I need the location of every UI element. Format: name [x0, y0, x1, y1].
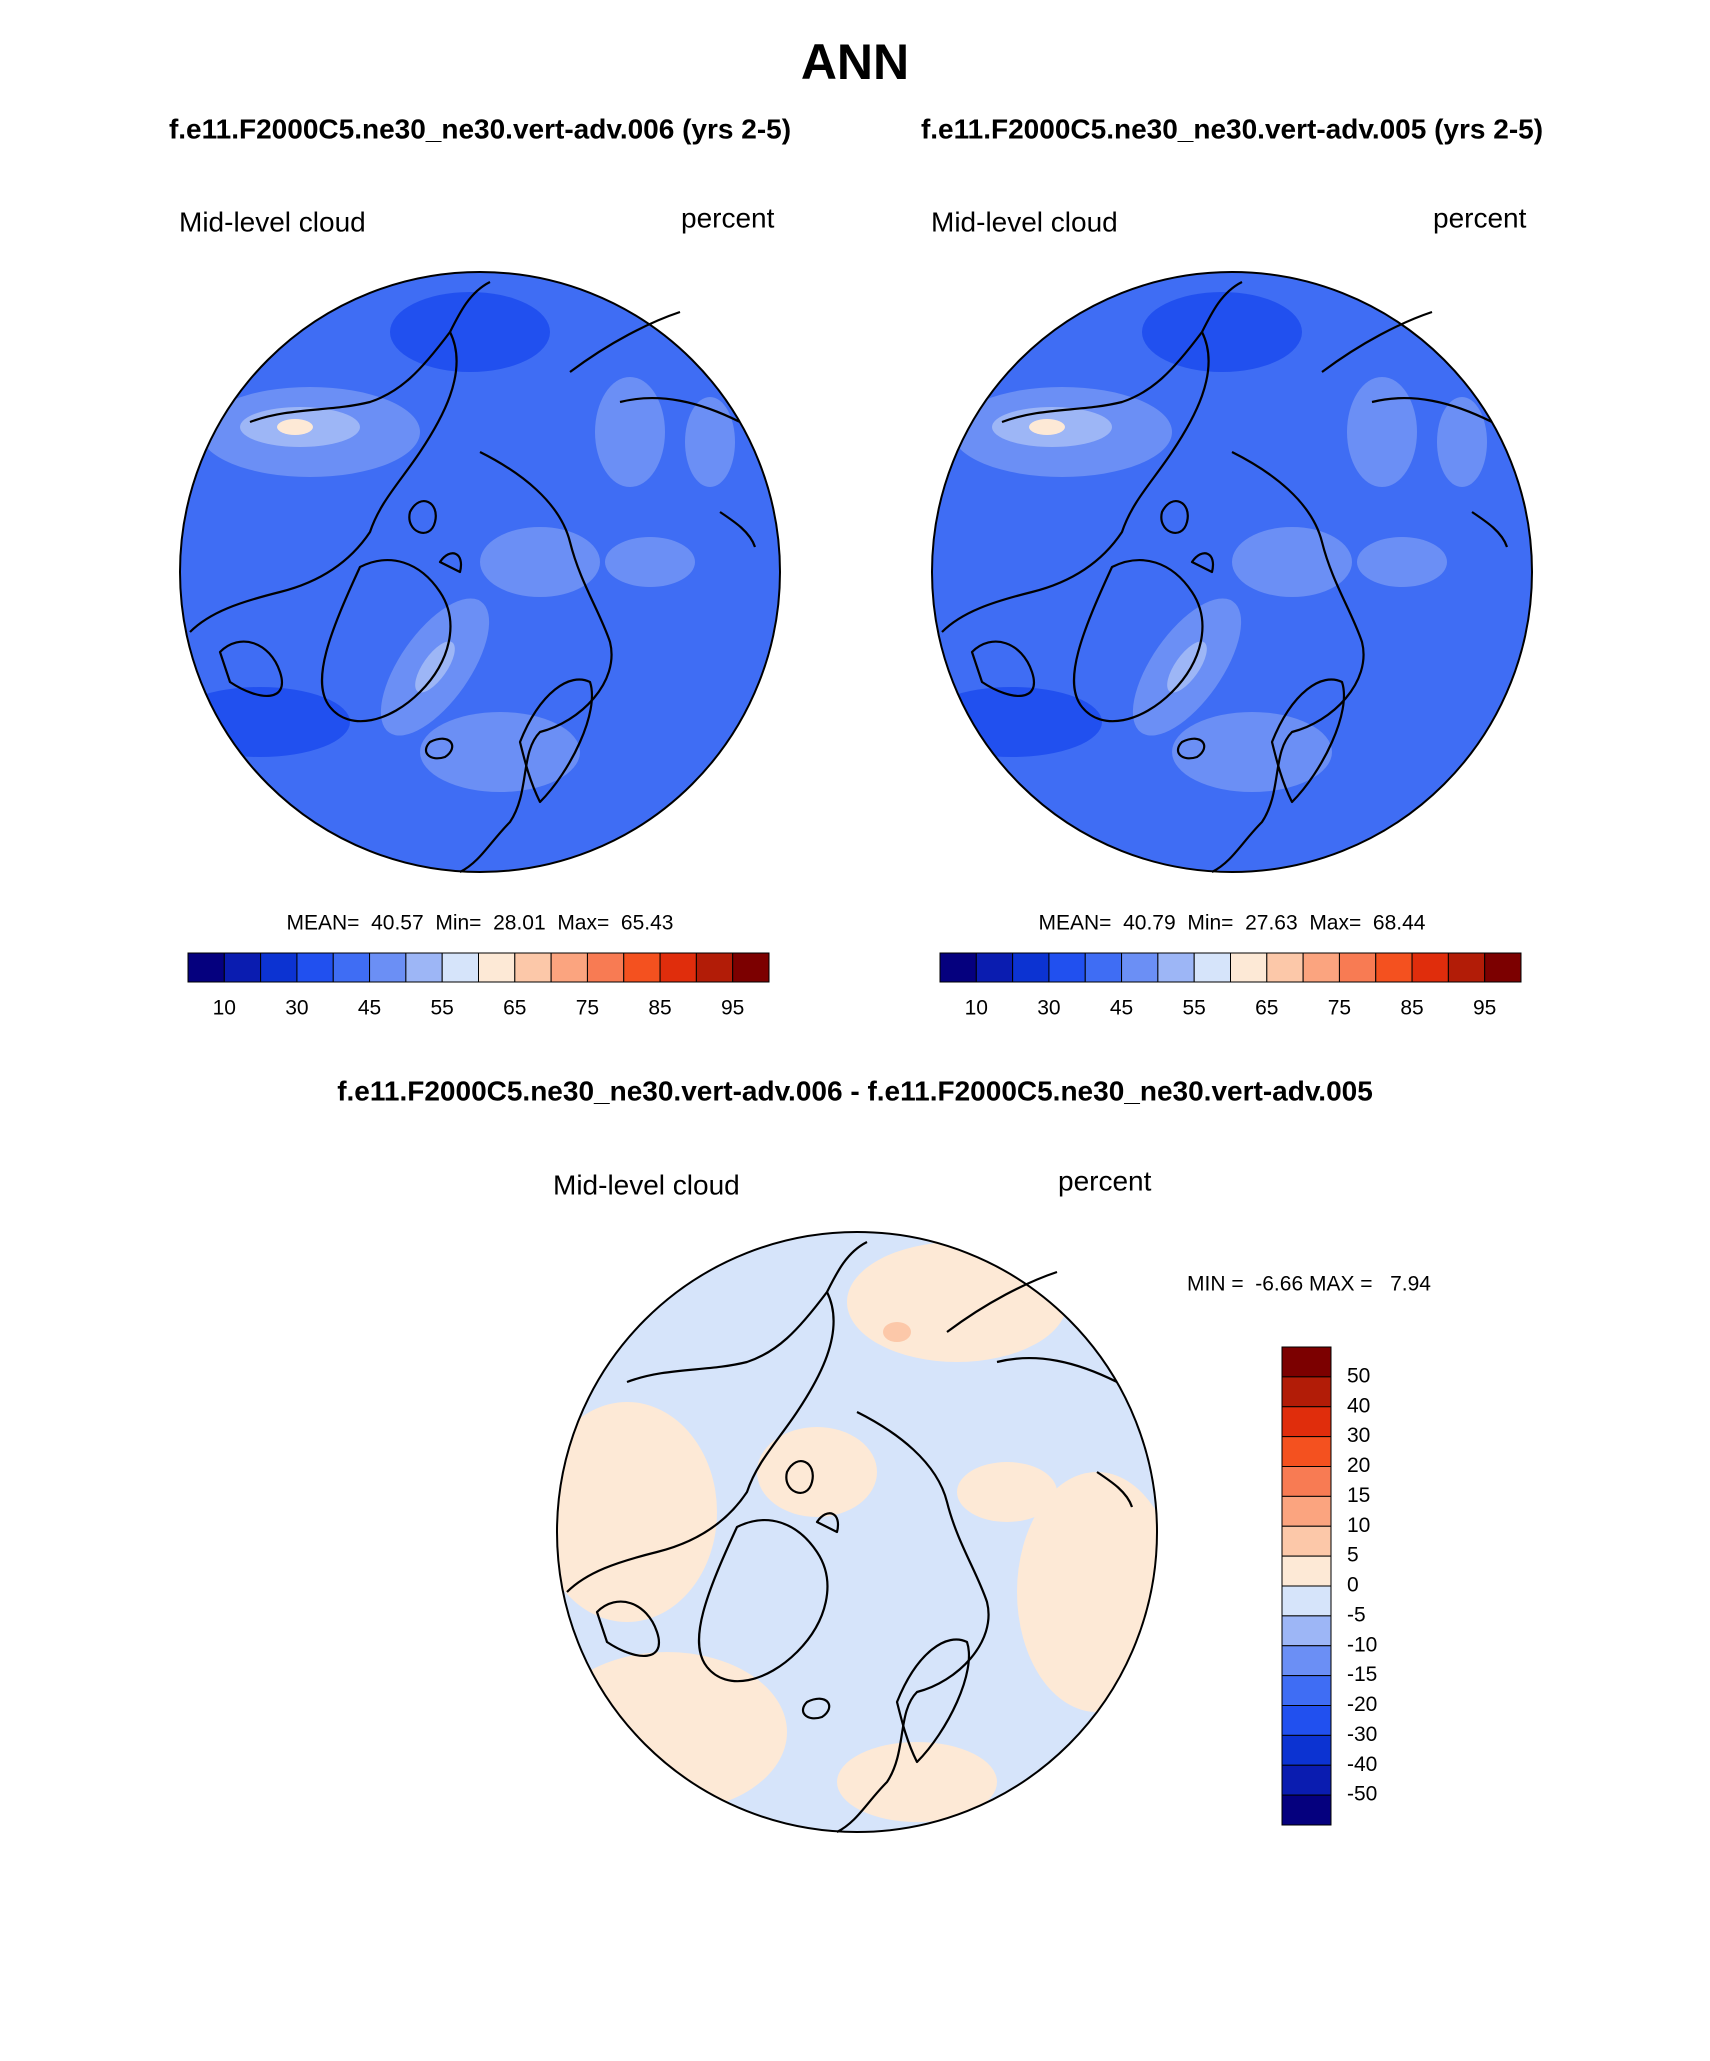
colorbar-box	[223, 952, 262, 983]
colorbar-box	[1281, 1764, 1332, 1796]
stats-label: MEAN= 40.57 Min= 28.01 Max= 65.43	[287, 912, 674, 935]
colorbar-label: 95	[721, 997, 744, 1020]
colorbar-box	[586, 952, 625, 983]
colorbar-box	[1281, 1376, 1332, 1408]
colorbar-box	[1281, 1406, 1332, 1438]
field-label: Mid-level cloud	[931, 206, 1118, 237]
colorbar-box	[1281, 1436, 1332, 1467]
colorbar-box	[1281, 1675, 1332, 1706]
colorbar-box	[296, 952, 334, 983]
colorbar-box	[1281, 1495, 1332, 1527]
colorbar-box	[550, 952, 588, 983]
colorbar-box	[441, 952, 479, 983]
colorbar-label: 55	[431, 997, 454, 1020]
colorbar-label: -15	[1347, 1663, 1377, 1686]
colorbar-label: 30	[1037, 997, 1060, 1020]
colorbar-label: 85	[1400, 997, 1423, 1020]
colorbar-label: 15	[1347, 1484, 1370, 1507]
colorbar-label: -10	[1347, 1633, 1377, 1656]
colorbar-box	[1281, 1525, 1332, 1557]
case-title: f.e11.F2000C5.ne30_ne30.vert-adv.006 (yr…	[169, 113, 791, 144]
colorbar-label: -20	[1347, 1693, 1377, 1716]
colorbar-box	[1281, 1734, 1332, 1766]
case-title: f.e11.F2000C5.ne30_ne30.vert-adv.005 (yr…	[921, 113, 1543, 144]
colorbar-label: 0	[1347, 1574, 1359, 1597]
colorbar-box	[1157, 952, 1195, 983]
colorbar-label: 75	[576, 997, 599, 1020]
colorbar-box	[1447, 952, 1486, 983]
colorbar-label: -5	[1347, 1603, 1366, 1626]
colorbar-label: 40	[1347, 1394, 1370, 1417]
diff-title: f.e11.F2000C5.ne30_ne30.vert-adv.006 - f…	[337, 1075, 1373, 1106]
colorbar-label: -50	[1347, 1783, 1377, 1806]
colorbar-label: 30	[285, 997, 308, 1020]
colorbar-label: -40	[1347, 1753, 1377, 1776]
colorbar-label: 30	[1347, 1424, 1370, 1447]
colorbar-box	[1281, 1705, 1332, 1736]
colorbar-box	[478, 952, 516, 983]
colorbar-box	[623, 952, 661, 983]
colorbar-box	[659, 952, 697, 983]
colorbar-label: 10	[965, 997, 988, 1020]
colorbar-box	[1281, 1615, 1332, 1647]
colorbar-box	[1484, 952, 1522, 983]
colorbar-box	[939, 952, 977, 983]
diff-map	[537, 1232, 1177, 1832]
colorbar-label: 45	[358, 997, 381, 1020]
colorbar-box	[1193, 952, 1231, 983]
colorbar-label: -30	[1347, 1723, 1377, 1746]
colorbar-label: 10	[1347, 1514, 1370, 1537]
colorbar-label: 65	[503, 997, 526, 1020]
colorbar-box	[369, 952, 407, 983]
units-label: percent	[681, 202, 775, 233]
colorbar-label: 20	[1347, 1454, 1370, 1477]
field-map	[922, 272, 1532, 872]
colorbar-box	[514, 952, 552, 983]
colorbar-label: 5	[1347, 1544, 1359, 1567]
colorbar-box	[1281, 1466, 1332, 1497]
colorbar-box	[1338, 952, 1377, 983]
colorbar-box	[695, 952, 734, 983]
colorbar-box	[1048, 952, 1086, 983]
colorbar-box	[1281, 1645, 1332, 1677]
colorbar-box	[1121, 952, 1159, 983]
colorbar-label: 85	[648, 997, 671, 1020]
field-label: Mid-level cloud	[553, 1169, 740, 1200]
field-label: Mid-level cloud	[179, 206, 366, 237]
colorbar-box	[1281, 1555, 1332, 1587]
colorbar-box	[1375, 952, 1413, 983]
colorbar-label: 45	[1110, 997, 1133, 1020]
colorbar-box	[1281, 1346, 1332, 1378]
units-label: percent	[1058, 1165, 1152, 1196]
colorbar-box	[260, 952, 298, 983]
colorbar-label: 55	[1183, 997, 1206, 1020]
colorbar-box	[1411, 952, 1449, 983]
figure-title: ANN	[801, 34, 909, 90]
colorbar-box	[405, 952, 443, 983]
colorbar-label: 95	[1473, 997, 1496, 1020]
colorbar-box	[1084, 952, 1123, 983]
stats-label: MEAN= 40.79 Min= 27.63 Max= 68.44	[1039, 912, 1426, 935]
colorbar-label: 65	[1255, 997, 1278, 1020]
colorbar-box	[1012, 952, 1050, 983]
colorbar-box	[1230, 952, 1268, 983]
colorbar-box	[1266, 952, 1304, 983]
colorbar-box	[187, 952, 225, 983]
colorbar-box	[1302, 952, 1340, 983]
colorbar-box	[1281, 1794, 1332, 1826]
colorbar-box	[732, 952, 770, 983]
colorbar-box	[1281, 1585, 1332, 1617]
colorbar-label: 75	[1328, 997, 1351, 1020]
stats-label: MIN = -6.66 MAX = 7.94	[1187, 1273, 1431, 1296]
colorbar-box	[975, 952, 1014, 983]
colorbar-box	[332, 952, 371, 983]
colorbar-label: 10	[213, 997, 236, 1020]
field-map	[170, 272, 780, 872]
colorbar-label: 50	[1347, 1364, 1370, 1387]
units-label: percent	[1433, 202, 1527, 233]
